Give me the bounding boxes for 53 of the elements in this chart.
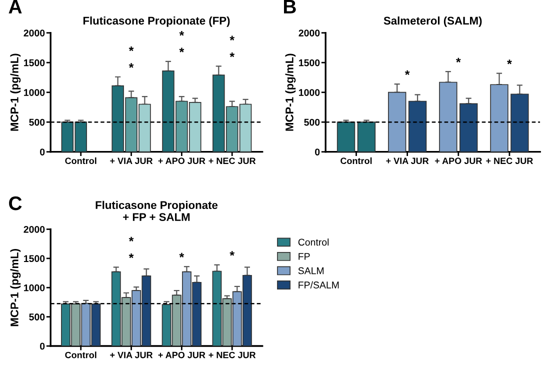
legend-label: SALM [298,267,324,274]
y-tick-label: 0 [315,148,320,156]
annotation: * [179,31,184,36]
x-tick-label: + VIA JUR [110,158,153,164]
annotation: * [230,36,235,40]
annotation: * [230,52,235,58]
annotation: * [128,63,134,68]
y-tick-label: 2000 [24,30,45,36]
annotation: * [128,253,134,258]
y-axis-title: MCP-1 (pg/mL) [285,54,296,131]
y-tick-label: 1500 [299,59,320,66]
x-tick-label: + APO JUR [158,352,206,358]
x-tick-label: + NEC JUR [486,158,533,164]
y-axis-title: MCP-1 (pg/mL) [10,54,21,131]
chart-title: Fluticasone Propionate + FP + SALM [96,200,218,221]
y-tick-label: 1000 [299,89,320,96]
x-tick-label: + VIA JUR [386,158,429,164]
annotation: * [179,252,184,258]
y-tick-label: 500 [304,118,320,126]
text: A [8,0,22,14]
annotation: * [404,70,410,75]
x-tick-label: + APO JUR [434,158,482,164]
y-tick-label: 500 [29,314,45,320]
y-tick-label: 1000 [24,284,45,292]
y-tick-label: 1000 [24,89,45,96]
y-tick-label: 2000 [24,226,45,233]
annotation: * [507,60,512,64]
x-tick-label: + NEC JUR [208,158,256,164]
y-tick-label: 1500 [24,255,45,262]
legend-label: FP/SALM [298,281,339,288]
legend-label: FP [298,253,310,260]
y-tick-label: 1500 [24,59,45,66]
x-tick-label: + APO JUR [158,158,206,164]
y-tick-label: 0 [40,148,45,156]
x-tick-label: Control [65,157,96,164]
chart-title: Salmeterol (SALM) [384,16,482,27]
x-tick-label: + NEC JUR [208,352,256,358]
chart-title: Fluticasone Propionate (FP) [83,16,230,27]
annotation: * [230,251,235,256]
text: B [284,0,296,14]
annotation: * [179,48,184,52]
x-tick-label: Control [340,157,372,164]
x-tick-label: Control [65,352,96,358]
legend-label: Control [298,238,329,246]
y-tick-label: 500 [29,118,45,126]
annotation: * [128,236,134,242]
text: C [9,196,22,210]
y-axis-title: MCP-1 (pg/mL) [10,248,21,326]
annotation: * [128,46,134,52]
annotation: * [456,58,461,62]
y-tick-label: 2000 [298,30,320,36]
x-tick-label: + VIA JUR [110,352,153,358]
y-tick-label: 0 [40,342,45,350]
